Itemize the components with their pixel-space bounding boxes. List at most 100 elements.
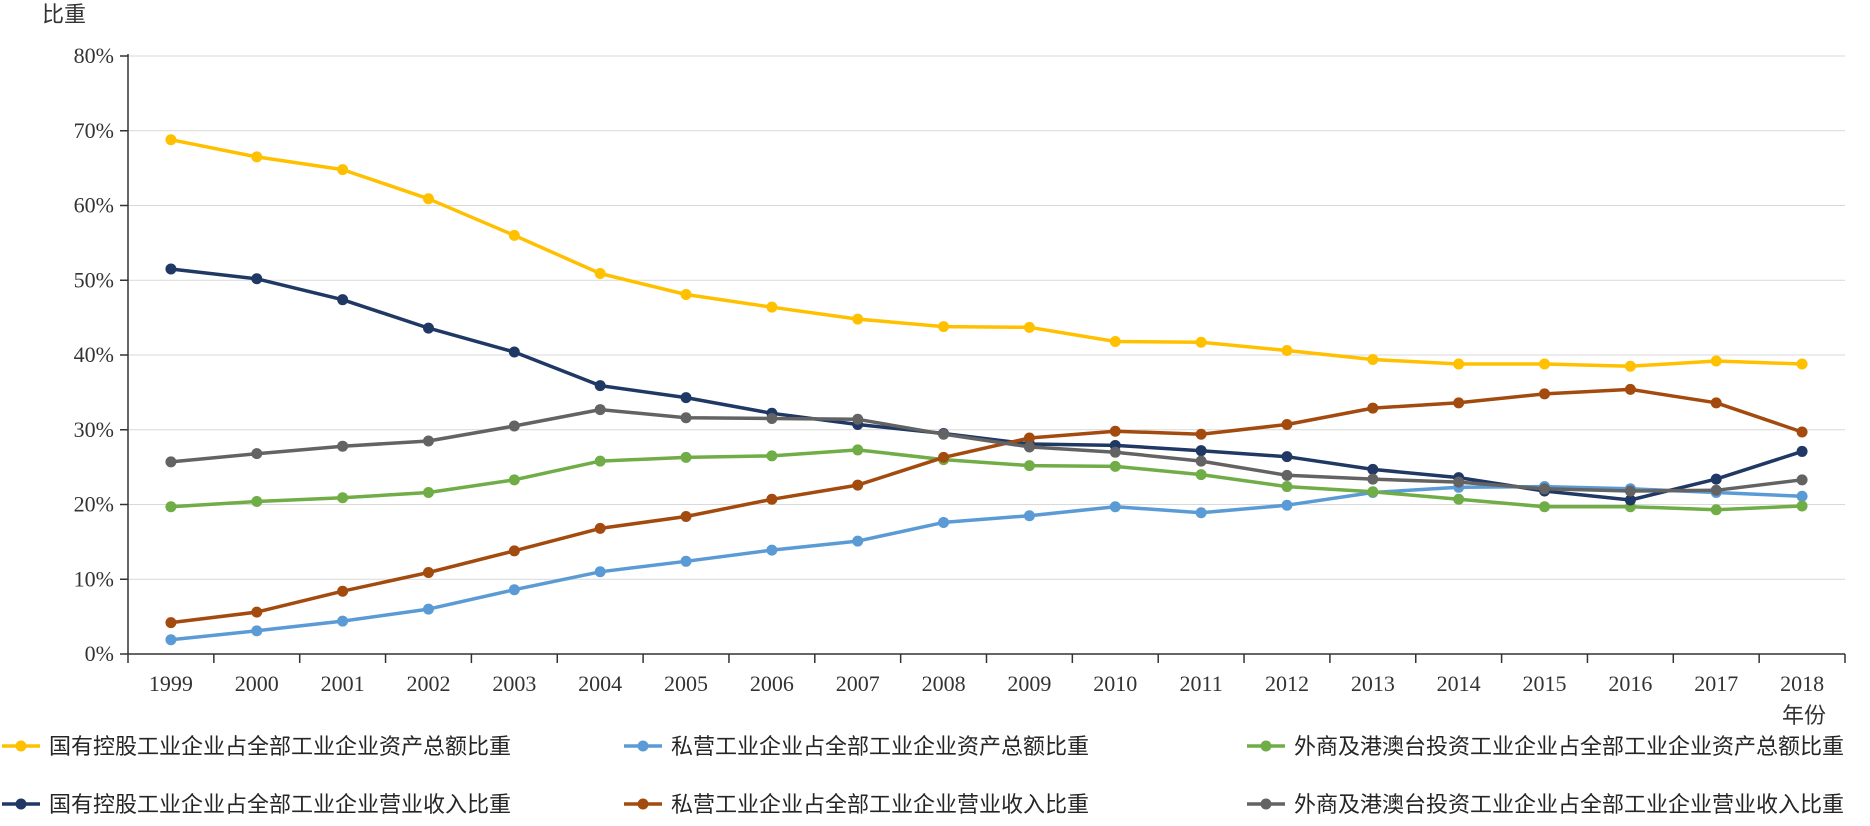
data-point <box>508 346 520 358</box>
legend-label: 国有控股工业企业占全部工业企业资产总额比重 <box>49 734 511 759</box>
data-point <box>337 440 349 452</box>
data-point <box>680 288 692 300</box>
data-point <box>1624 360 1636 372</box>
x-tick-label: 2013 <box>1351 671 1395 696</box>
data-point <box>1281 469 1293 481</box>
gridlines <box>128 55 1845 580</box>
data-point <box>1195 428 1207 440</box>
data-point <box>337 492 349 504</box>
x-tick-label: 2015 <box>1523 671 1567 696</box>
x-tick-label: 2005 <box>664 671 708 696</box>
legend-swatch-marker <box>1260 740 1272 752</box>
data-point <box>508 420 520 432</box>
series-1 <box>165 134 1808 372</box>
data-point <box>1195 455 1207 467</box>
x-tick-label: 2001 <box>321 671 365 696</box>
data-point <box>1539 388 1551 400</box>
data-point <box>422 193 434 205</box>
data-point <box>337 294 349 306</box>
legend-item: 国有控股工业企业占全部工业企业营业收入比重 <box>2 792 511 817</box>
data-point <box>1453 397 1465 409</box>
data-point <box>852 444 864 456</box>
data-point <box>165 501 177 513</box>
x-tick-label: 2000 <box>235 671 279 696</box>
data-point <box>337 615 349 627</box>
data-point <box>1023 510 1035 522</box>
legend-item: 国有控股工业企业占全部工业企业资产总额比重 <box>2 734 511 759</box>
data-point <box>251 151 263 163</box>
series-6 <box>165 404 1808 497</box>
data-point <box>1023 441 1035 453</box>
x-tick-label: 2018 <box>1780 671 1824 696</box>
data-point <box>337 164 349 176</box>
data-point <box>1453 493 1465 505</box>
data-point <box>594 522 606 534</box>
data-point <box>1367 463 1379 475</box>
data-point <box>766 544 778 556</box>
data-point <box>1281 345 1293 357</box>
x-tick-label: 1999 <box>149 671 193 696</box>
data-point <box>1195 445 1207 457</box>
data-point <box>1195 507 1207 519</box>
series-line <box>170 407 1803 493</box>
data-point <box>1710 504 1722 516</box>
data-point <box>1023 321 1035 333</box>
data-point <box>680 555 692 567</box>
data-point <box>1281 499 1293 511</box>
data-point <box>251 273 263 285</box>
series-line <box>170 387 1803 625</box>
legend-label: 国有控股工业企业占全部工业企业营业收入比重 <box>49 792 511 817</box>
series-5 <box>165 383 1808 629</box>
data-point <box>1453 358 1465 370</box>
data-point <box>1796 500 1808 512</box>
data-point <box>1281 451 1293 463</box>
data-point <box>1539 483 1551 495</box>
series-3 <box>165 444 1808 516</box>
data-point <box>680 412 692 424</box>
legend-swatch-marker <box>637 798 649 810</box>
series-line <box>170 448 1803 512</box>
data-point <box>165 634 177 646</box>
data-point <box>766 413 778 425</box>
data-point <box>766 301 778 313</box>
data-point <box>594 380 606 392</box>
y-tick-label: 20% <box>74 492 114 517</box>
data-point <box>251 496 263 508</box>
data-point <box>1281 481 1293 493</box>
data-point <box>680 451 692 463</box>
data-point <box>251 448 263 460</box>
data-point <box>1023 460 1035 472</box>
data-point <box>1624 485 1636 497</box>
data-point <box>852 313 864 325</box>
y-axis-title: 比重 <box>42 2 86 27</box>
data-point <box>165 617 177 629</box>
data-point <box>938 321 950 333</box>
legend-item: 外商及港澳台投资工业企业占全部工业企业营业收入比重 <box>1247 792 1844 817</box>
y-tick-label: 40% <box>74 342 114 367</box>
y-tick-label: 80% <box>74 43 114 68</box>
data-point <box>1710 355 1722 367</box>
data-point <box>1109 460 1121 472</box>
y-tick-label: 10% <box>74 566 114 591</box>
data-point <box>1109 446 1121 458</box>
series-4 <box>165 263 1808 506</box>
data-point <box>1367 353 1379 365</box>
data-point <box>852 535 864 547</box>
data-point <box>1796 358 1808 370</box>
data-point <box>1023 432 1035 444</box>
x-tick-labels: 1999 2000 2001 2002 2003 2004 2005 2006 2007 2008… <box>127 654 1846 696</box>
legend: 国有控股工业企业占全部工业企业资产总额比重 私营工业企业占全部工业企业资产总额比重… <box>2 734 1844 817</box>
legend-item: 私营工业企业占全部工业企业营业收入比重 <box>624 792 1089 817</box>
x-tick-label: 2006 <box>750 671 794 696</box>
data-point <box>508 545 520 557</box>
data-point <box>1624 383 1636 395</box>
series-line <box>170 267 1803 502</box>
x-tick-label: 2002 <box>406 671 450 696</box>
legend-label: 私营工业企业占全部工业企业资产总额比重 <box>671 734 1089 759</box>
legend-swatch-marker <box>1260 798 1272 810</box>
data-point <box>1710 397 1722 409</box>
legend-item: 私营工业企业占全部工业企业资产总额比重 <box>624 734 1089 759</box>
x-tick-label: 2012 <box>1265 671 1309 696</box>
data-point <box>1796 445 1808 457</box>
